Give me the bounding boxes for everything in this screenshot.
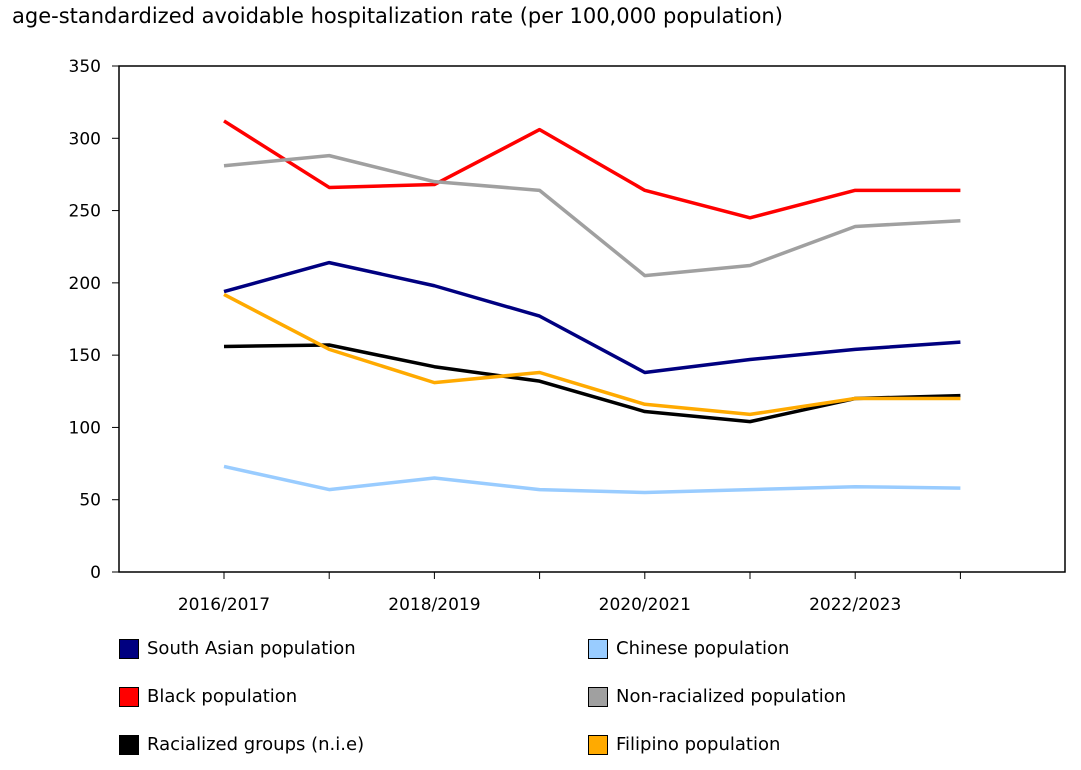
x-tick-label: 2020/2021 [599,595,691,615]
legend-swatch [119,638,139,659]
legend-label: Filipino population [616,734,781,755]
legend-swatch [119,734,139,755]
legend-swatch [119,686,139,707]
series-line-racialized-groups-n-i-e- [223,343,961,424]
legend-swatch [588,734,608,755]
legend-label: Black population [147,686,298,707]
series-line-black-population [223,119,961,220]
y-tick-label: 300 [69,129,101,149]
legend-item: Racialized groups (n.i.e) [119,734,364,755]
legend-item: Filipino population [588,734,780,755]
x-tick-label: 2018/2019 [388,595,480,615]
legend-item: Chinese population [588,638,789,659]
y-tick-label: 100 [69,418,101,438]
series-line-chinese-population [223,464,961,495]
legend-label: Chinese population [616,638,790,659]
y-tick-label: 0 [90,563,101,583]
legend-label: South Asian population [147,638,356,659]
series-line-south-asian-population [223,260,961,375]
series-line-filipino-population [223,292,961,417]
legend-item: South Asian population [119,638,356,659]
y-tick-label: 50 [79,491,101,511]
legend-item: Non-racialized population [588,686,846,707]
x-tick-label: 2022/2023 [809,595,901,615]
y-tick-label: 150 [69,346,101,366]
y-tick-label: 350 [69,57,101,77]
chart-title: age-standardized avoidable hospitalizati… [12,4,783,28]
y-tick-label: 250 [69,202,101,222]
legend-swatch [588,638,608,659]
series-line-non-racialized-population [223,153,961,278]
legend-label: Racialized groups (n.i.e) [147,734,365,755]
x-tick-label: 2016/2017 [178,595,270,615]
legend-swatch [588,686,608,707]
y-tick-label: 200 [69,274,101,294]
legend-label: Non-racialized population [616,686,847,707]
legend-item: Black population [119,686,297,707]
plot-frame [118,65,1066,573]
line-chart: 0 50 100 150 200 250 300 350 2016/2017 2018/2019 2… [69,57,1066,615]
